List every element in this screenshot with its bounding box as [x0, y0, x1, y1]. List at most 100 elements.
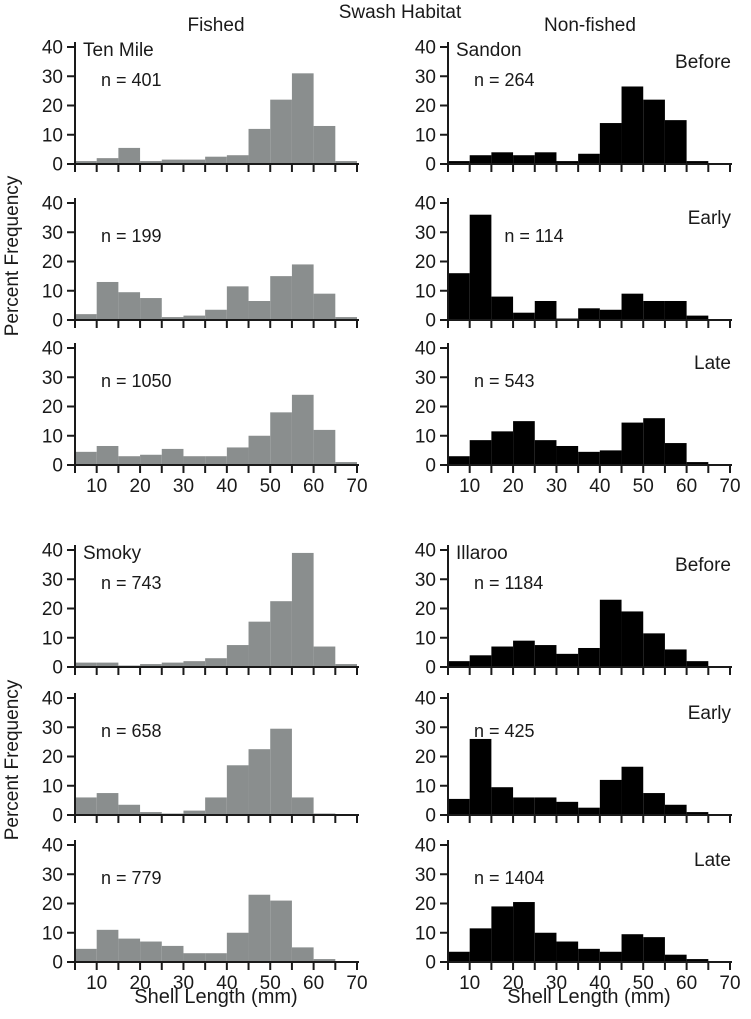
histogram-bar	[686, 959, 709, 962]
histogram-bar	[643, 99, 665, 164]
histogram-bar	[183, 661, 206, 667]
column-header-non-fished: Non-fished	[544, 15, 636, 36]
histogram-bar	[96, 281, 119, 320]
histogram-bar	[140, 161, 162, 164]
histogram-bar	[534, 300, 557, 320]
histogram-bar	[643, 937, 665, 962]
y-tick-label: 0	[425, 456, 436, 477]
histogram-bar	[118, 456, 141, 465]
histogram-bar	[335, 161, 357, 164]
histogram-bar	[270, 900, 292, 962]
histogram-bar	[291, 264, 314, 320]
phase-label: Early	[688, 703, 732, 724]
x-tick-label: 20	[503, 476, 524, 497]
histogram-bar	[513, 902, 535, 962]
histogram-bar	[599, 123, 622, 164]
x-tick-label: 10	[459, 476, 480, 497]
histogram-bar	[205, 156, 227, 164]
y-tick-label: 20	[415, 397, 436, 418]
y-tick-label: 30	[415, 570, 436, 591]
y-tick-label: 40	[42, 194, 63, 215]
histogram-bar	[599, 779, 622, 815]
histogram-bar	[140, 298, 162, 320]
y-tick-label: 30	[42, 223, 63, 244]
x-tick-label: 40	[216, 476, 237, 497]
histogram-bar	[248, 749, 271, 815]
phase-label: Late	[694, 850, 731, 871]
y-tick-label: 0	[425, 806, 436, 827]
x-tick-label: 60	[303, 476, 324, 497]
histogram-bar	[599, 951, 622, 962]
panel-illaroo-late: 0 10 20 30 40 10 20 30 40 50 60 70 n = 1404 Late	[415, 836, 741, 995]
histogram-bar	[205, 309, 227, 320]
histogram-bar	[75, 797, 97, 815]
histogram-bar	[448, 798, 470, 815]
y-tick-label: 40	[415, 541, 436, 562]
y-tick-label: 20	[415, 599, 436, 620]
x-tick-label: 50	[260, 476, 281, 497]
x-tick-label: 40	[589, 973, 610, 994]
panel-ten-mile-late: 0 10 20 30 40 10 20 30 40 50 60 70 n = 1050	[42, 339, 368, 498]
histogram-bar	[313, 293, 336, 320]
panel-ten-mile-before: 0 10 20 30 40 Ten Mile n = 401	[42, 38, 359, 176]
histogram-bar	[96, 793, 119, 815]
histogram-bar	[448, 951, 470, 962]
histogram-bar	[448, 661, 470, 667]
y-tick-label: 30	[415, 368, 436, 389]
histogram-bar	[118, 147, 141, 164]
y-tick-label: 10	[42, 628, 63, 649]
histogram-bar	[75, 948, 97, 962]
histogram-bar	[226, 286, 249, 320]
y-tick-label: 30	[415, 865, 436, 886]
panel-illaroo-early: 0 10 20 30 40 n = 425 Early	[415, 689, 732, 827]
phase-label: Before	[675, 52, 731, 73]
histogram-bar	[226, 765, 249, 815]
x-axis-label-non-fished-column: Shell Length (mm)	[507, 986, 671, 1008]
y-tick-label: 0	[52, 155, 63, 176]
panel-sandon-before: 0 10 20 30 40 Sandon n = 264 Before	[415, 38, 732, 176]
histogram-bar	[491, 906, 514, 962]
histogram-bar	[291, 73, 314, 164]
histogram-bar	[313, 429, 336, 465]
x-tick-label: 30	[546, 973, 567, 994]
x-tick-label: 40	[216, 973, 237, 994]
histogram-bar	[556, 161, 579, 164]
sample-size-label: n = 1050	[101, 371, 172, 391]
y-tick-label: 10	[42, 923, 63, 944]
x-tick-label: 30	[546, 476, 567, 497]
histogram-bar	[335, 664, 357, 667]
histogram-bar	[534, 152, 557, 164]
x-tick-label: 20	[130, 476, 151, 497]
y-tick-label: 10	[415, 426, 436, 447]
y-tick-label: 30	[415, 67, 436, 88]
histogram-bar	[270, 601, 292, 667]
panel-smoky-late: 0 10 20 30 40 10 20 30 40 50 60 70 n = 779	[42, 836, 368, 995]
y-tick-label: 40	[415, 339, 436, 360]
sample-size-label: n = 543	[474, 371, 535, 391]
x-tick-label: 10	[459, 973, 480, 994]
histogram-bar	[578, 647, 600, 667]
histogram-bar	[75, 161, 97, 164]
histogram-bar	[183, 810, 206, 815]
histogram-bar	[313, 646, 336, 667]
histogram-bar	[291, 797, 314, 815]
histogram-bar	[118, 804, 141, 815]
histogram-bar	[205, 797, 227, 815]
y-tick-label: 30	[415, 718, 436, 739]
histogram-bar	[248, 128, 271, 164]
histogram-bar	[664, 120, 687, 165]
histogram-bar	[578, 451, 600, 465]
histogram-bar	[513, 797, 535, 815]
histogram-bar	[140, 941, 162, 962]
y-tick-label: 10	[415, 628, 436, 649]
sample-size-label: n = 1184	[474, 573, 543, 593]
histogram-bar	[183, 315, 206, 320]
x-tick-label: 60	[676, 973, 697, 994]
histogram-bar	[643, 418, 665, 465]
histogram-bar	[140, 454, 162, 465]
histogram-bar	[643, 793, 665, 815]
histogram-bar	[469, 214, 492, 320]
site-label: Ten Mile	[83, 40, 154, 61]
histogram-bar	[270, 99, 292, 164]
histogram-bar	[556, 941, 579, 962]
